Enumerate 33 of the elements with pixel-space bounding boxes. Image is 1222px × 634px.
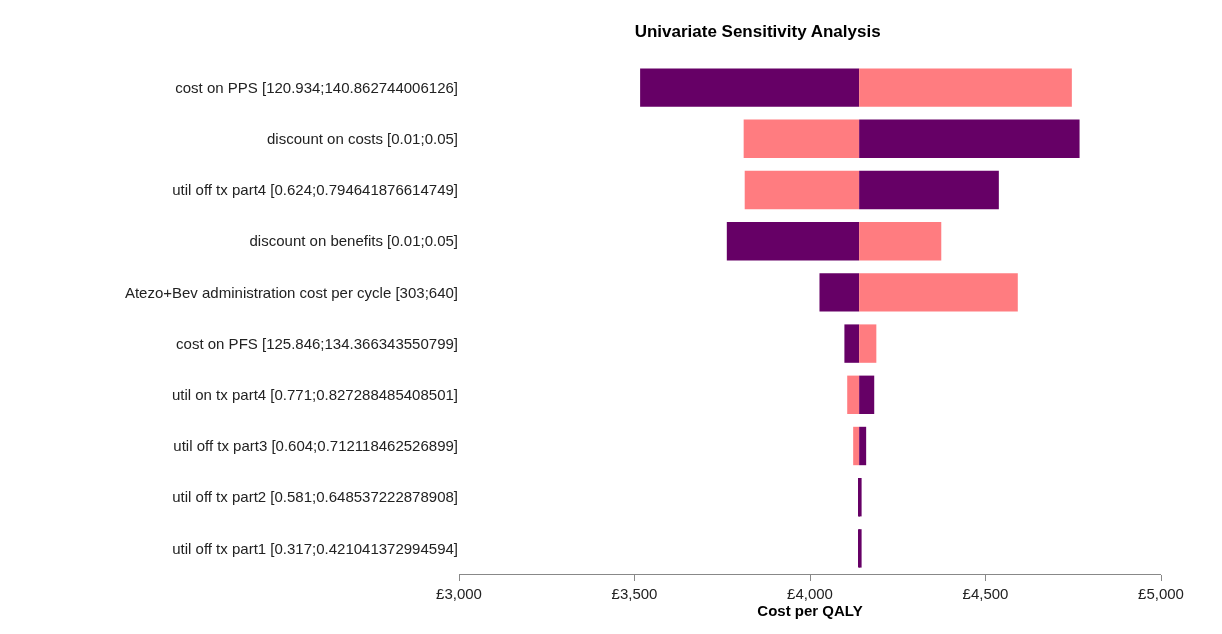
y-tick-label: discount on benefits [0.01;0.05] (249, 232, 458, 250)
bar (859, 375, 875, 414)
y-tick-label: Atezo+Bev administration cost per cycle [303;640] (124, 283, 458, 301)
y-tick-label: discount on costs [0.01;0.05] (267, 130, 458, 148)
x-tick-label: £3,500 (611, 585, 658, 602)
y-tick-label: cost on PFS [125.846;134.366343550799] (176, 334, 458, 352)
y-tick-label: util off tx part3 [0.604;0.712118462526899] (173, 437, 458, 455)
bar (847, 375, 860, 414)
y-tick-label: util off tx part2 [0.581;0.648537222878908] (172, 488, 458, 506)
x-tick-label: £3,000 (436, 585, 482, 602)
bar (859, 426, 867, 466)
bar (744, 170, 860, 210)
bar (819, 273, 860, 312)
bar (640, 68, 860, 107)
y-tick-label: util off tx part1 [0.317;0.421041372994594] (172, 539, 458, 557)
x-axis-title: Cost per QALY (757, 602, 863, 619)
bar (743, 119, 860, 158)
x-tick-label: £5,000 (1138, 585, 1184, 602)
y-tick-label: util off tx part4 [0.624;0.794641876614749] (172, 181, 458, 199)
x-tick-label: £4,000 (787, 585, 833, 602)
bar (853, 426, 860, 466)
x-tick-label: £4,500 (962, 585, 1009, 602)
bar (859, 170, 999, 210)
bar (844, 324, 860, 363)
bar (726, 222, 860, 261)
bar (859, 68, 1072, 107)
bar (859, 273, 1018, 312)
chart-title: Univariate Sensitivity Analysis (634, 22, 881, 42)
bar (859, 222, 942, 261)
bar (859, 324, 877, 363)
y-tick-label: util on tx part4 [0.771;0.827288485408501] (171, 386, 458, 404)
y-tick-label: cost on PPS [120.934;140.862744006126] (175, 78, 458, 96)
bar (859, 119, 1080, 158)
